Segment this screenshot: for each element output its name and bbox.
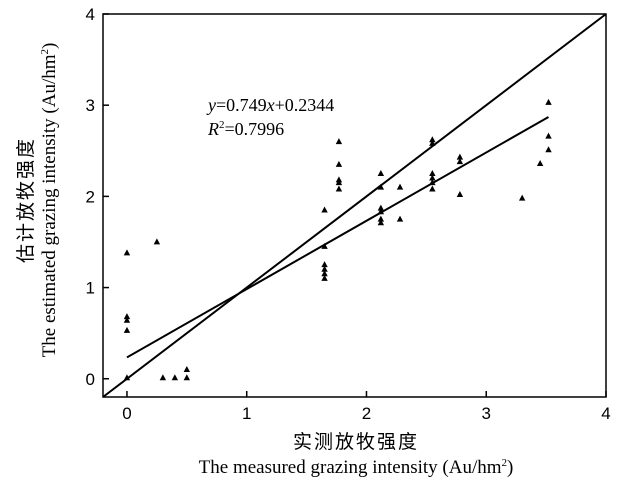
x-tick-label: 3 (482, 404, 491, 423)
data-point (335, 138, 343, 145)
data-point (321, 270, 328, 277)
data-point (123, 374, 131, 381)
data-point (321, 265, 328, 272)
y-axis-title-en: The estimated grazing intensity (Au/hm2) (39, 43, 60, 358)
data-point (396, 183, 404, 190)
data-point (335, 160, 343, 167)
x-tick-label: 0 (122, 404, 131, 423)
x-axis-title-en: The measured grazing intensity (Au/hm2) (199, 457, 514, 478)
data-point (153, 238, 161, 245)
y-tick-label: 3 (86, 96, 95, 115)
data-point (429, 185, 436, 192)
data-point (545, 146, 552, 153)
data-point (456, 190, 464, 197)
data-point (429, 139, 436, 146)
data-point (123, 249, 131, 256)
plot-frame (102, 13, 607, 398)
data-point (377, 215, 385, 222)
data-point (123, 326, 131, 333)
y-tick-label: 0 (86, 370, 95, 389)
data-point (377, 208, 385, 215)
data-point (183, 374, 191, 381)
data-point (429, 136, 436, 143)
data-point (321, 242, 328, 249)
data-point (429, 169, 436, 176)
data-point (429, 179, 436, 186)
data-point (536, 159, 544, 166)
data-point (518, 194, 526, 201)
data-point (377, 219, 385, 226)
regression-line (126, 116, 550, 359)
data-point (456, 153, 464, 160)
x-tick-label: 2 (362, 404, 371, 423)
data-point (335, 179, 343, 186)
data-point (377, 204, 385, 211)
x-tick-label: 1 (242, 404, 251, 423)
data-point (377, 183, 385, 190)
x-axis-title-cn: 实测放牧强度 (293, 431, 419, 453)
data-point (171, 374, 179, 381)
plot-area: 0 1 2 3 4 0 1 2 3 4 (86, 5, 611, 423)
data-point (335, 185, 343, 192)
y-axis-title-cn: 估计放牧强度 (15, 137, 37, 263)
y-tick-label: 1 (86, 279, 95, 298)
data-point (456, 158, 464, 165)
data-point (123, 313, 131, 320)
y-tick-label: 2 (86, 187, 95, 206)
data-point (545, 132, 552, 139)
data-point (377, 169, 385, 176)
data-points (123, 98, 552, 381)
data-point (321, 261, 328, 268)
data-point (396, 215, 404, 222)
r-squared-label: R2=0.7996 (207, 119, 284, 139)
regression-equation: y=0.749x+0.2344 (206, 95, 334, 115)
identity-line (102, 13, 607, 398)
y-axis-ticks: 0 1 2 3 4 (86, 5, 109, 389)
data-point (545, 98, 552, 105)
x-tick-label: 4 (601, 404, 610, 423)
data-point (159, 374, 167, 381)
data-point (429, 174, 436, 181)
data-point (123, 316, 131, 323)
data-point (321, 274, 328, 281)
x-axis-ticks: 0 1 2 3 4 (122, 391, 611, 423)
data-point (183, 366, 191, 373)
data-point (321, 206, 328, 213)
y-tick-label: 4 (86, 5, 95, 24)
